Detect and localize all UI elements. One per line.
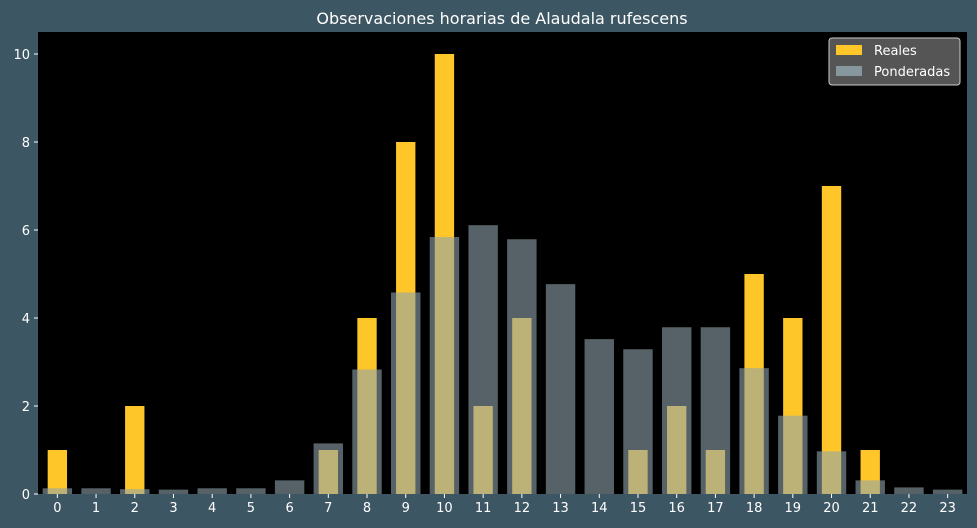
x-tick-label: 1 [92,501,100,516]
bar-reales-hour-2 [125,406,145,494]
x-tick-label: 4 [208,501,216,516]
y-tick-label: 6 [22,224,30,239]
bars-layer [42,54,963,495]
bar-reales-hour-0 [47,450,68,494]
bar-ponderadas-hour-2 [120,489,150,494]
bar-ponderadas-hour-1 [81,488,111,494]
x-tick-label: 14 [591,501,608,516]
bar-ponderadas-hour-17 [700,327,731,494]
x-tick-label: 6 [285,501,293,516]
x-tick-label: 2 [131,501,139,516]
x-tick-label: 19 [785,501,802,516]
x-tick-label: 13 [552,501,569,516]
x-tick-label: 11 [475,501,492,516]
chart-title: Observaciones horarias de Alaudala rufes… [316,9,687,28]
y-tick-label: 4 [22,312,30,327]
bar-ponderadas-hour-4 [197,488,227,494]
bar-ponderadas-hour-20 [816,451,847,494]
bar-reales-hour-20 [821,186,842,494]
bar-ponderadas-hour-22 [894,487,924,494]
bar-ponderadas-hour-5 [236,488,266,494]
x-tick-label: 20 [823,501,840,516]
bar-ponderadas-hour-9 [391,292,421,494]
y-tick-label: 8 [22,136,30,151]
x-tick-label: 8 [363,501,371,516]
bar-ponderadas-hour-19 [778,415,808,494]
y-tick-label: 2 [22,400,30,415]
plot-area [38,32,967,494]
bar-ponderadas-hour-16 [661,327,692,494]
legend-swatch-ponderadas [836,66,862,76]
x-tick-label: 10 [436,501,453,516]
legend-label-ponderadas: Ponderadas [874,65,950,80]
x-tick-label: 22 [901,501,918,516]
x-tick-label: 12 [514,501,531,516]
x-tick-label: 18 [746,501,763,516]
x-tick-label: 5 [247,501,255,516]
x-tick-label: 3 [169,501,177,516]
x-tick-label: 15 [630,501,647,516]
legend-swatch-reales [836,45,862,55]
x-tick-label: 7 [324,501,332,516]
bar-ponderadas-hour-12 [507,239,537,494]
bar-ponderadas-hour-6 [274,480,305,494]
x-tick-label: 23 [939,501,956,516]
bar-ponderadas-hour-13 [545,284,576,494]
bar-ponderadas-hour-21 [855,480,885,494]
bar-ponderadas-hour-10 [429,237,460,495]
x-tick-label: 9 [402,501,410,516]
legend-label-reales: Reales [874,44,917,59]
bar-ponderadas-hour-8 [352,369,382,494]
bar-ponderadas-hour-3 [158,489,189,494]
x-tick-label: 17 [707,501,724,516]
x-tick-label: 21 [862,501,879,516]
axes-layer: 0 1 2 3 4 5 6 7 8 9 10 11 12 13 14 15 16 17 18 19 20 21 22 2302… [13,48,955,516]
bar-ponderadas-hour-11 [468,225,498,494]
y-tick-label: 0 [22,488,30,503]
bar-ponderadas-hour-0 [42,488,73,494]
bar-ponderadas-hour-15 [623,349,653,494]
bar-ponderadas-hour-14 [584,339,614,494]
bar-ponderadas-hour-23 [932,489,963,494]
y-tick-label: 10 [13,48,30,63]
x-tick-label: 16 [668,501,685,516]
legend: Reales Ponderadas [828,37,961,86]
x-tick-label: 0 [53,501,61,516]
bar-ponderadas-hour-7 [313,443,344,494]
bar-ponderadas-hour-18 [739,368,769,494]
